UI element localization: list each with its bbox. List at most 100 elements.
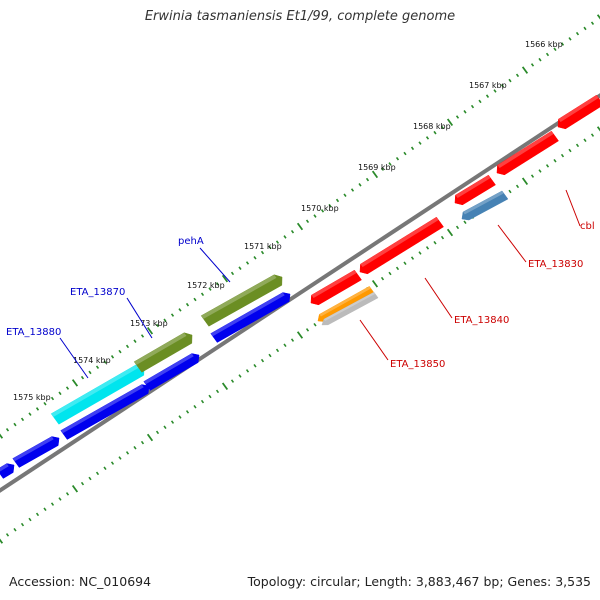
ruler-tick	[380, 167, 385, 171]
backbone-line	[0, 93, 600, 493]
gene-arrow[interactable]	[496, 130, 559, 176]
ruler-tick	[110, 461, 115, 465]
gene-arrow[interactable]	[133, 332, 193, 373]
ruler-tick	[133, 339, 137, 343]
ruler-tick	[508, 78, 512, 83]
ruler-tick	[88, 476, 92, 481]
ruler-tick	[110, 355, 115, 359]
ruler-tick	[185, 302, 190, 307]
ruler-tick	[50, 502, 55, 506]
ruler-tick	[221, 382, 229, 391]
ruler-tick	[193, 404, 197, 409]
ruler-tick	[553, 47, 557, 52]
gene-arrow[interactable]	[557, 94, 600, 130]
ruler-tick	[43, 401, 47, 406]
ruler-tick	[146, 433, 154, 442]
gene-arrow[interactable]	[12, 436, 60, 468]
ruler-tick	[440, 125, 445, 130]
tick-label: 1572 kbp	[187, 281, 225, 290]
ruler-tick	[350, 188, 355, 192]
ruler-tick	[80, 375, 85, 380]
gene-arrow-highlight	[319, 286, 371, 317]
ruler-tick	[313, 322, 317, 327]
gene-label[interactable]: ETA_13880	[6, 327, 61, 338]
ruler-tick	[433, 130, 437, 135]
gene-arrow-highlight	[323, 292, 376, 321]
gene-arrow[interactable]	[359, 216, 444, 275]
gene-arrow-highlight	[201, 274, 277, 319]
gene-label[interactable]: ETA_13830	[528, 259, 583, 270]
ruler-tick	[163, 318, 167, 323]
gene-label-leader	[359, 319, 389, 361]
ruler-tick	[388, 271, 392, 276]
ruler-tick	[440, 235, 445, 240]
ruler-tick	[545, 164, 550, 168]
gene-label[interactable]: pehA	[178, 236, 204, 247]
ruler-tick	[446, 228, 454, 237]
ruler-tick	[253, 363, 257, 368]
gene-arrow[interactable]	[310, 269, 362, 306]
inner-ruler	[0, 126, 600, 544]
ruler-tick	[313, 214, 317, 218]
genome-summary: Topology: circular; Length: 3,883,467 bp…	[247, 574, 591, 589]
ruler-tick	[0, 538, 4, 544]
gene-label[interactable]: ETA_13870	[70, 287, 125, 298]
ruler-tick	[335, 198, 340, 203]
ruler-tick	[20, 417, 25, 422]
gene-label[interactable]: ETA_13840	[454, 315, 509, 326]
ruler-tick	[0, 433, 4, 439]
ruler-tick	[245, 369, 250, 373]
ruler-tick	[58, 497, 62, 501]
ruler-tick	[478, 99, 482, 104]
ruler-tick	[508, 189, 512, 194]
ruler-tick	[275, 348, 280, 353]
ruler-tick	[410, 256, 415, 260]
ruler-tick	[215, 282, 220, 286]
gene-label[interactable]: cbl	[580, 221, 595, 232]
gene-arrow[interactable]	[461, 190, 509, 221]
gene-arrow[interactable]	[321, 291, 379, 326]
tick-label: 1570 kbp	[301, 204, 339, 213]
ruler-tick	[568, 37, 572, 41]
ruler-tick	[530, 63, 535, 67]
ruler-tick	[118, 349, 122, 354]
tick-label: 1575 kbp	[13, 393, 51, 402]
ruler-tick	[395, 156, 400, 161]
gene-arrow-highlight	[51, 364, 139, 417]
ruler-tick	[28, 517, 32, 522]
ruler-tick	[371, 170, 379, 179]
gene-label[interactable]: ETA_13850	[390, 359, 445, 370]
ruler-tick	[170, 313, 175, 317]
ruler-tick	[170, 420, 175, 424]
ruler-tick	[290, 338, 295, 342]
gene-arrow[interactable]	[0, 463, 15, 479]
gene-arrow-highlight	[143, 353, 194, 385]
gene-features[interactable]	[0, 94, 600, 479]
ruler-tick	[58, 391, 62, 396]
ruler-tick	[88, 370, 92, 375]
gene-arrow[interactable]	[210, 292, 291, 343]
ruler-tick	[521, 177, 529, 186]
ruler-tick	[185, 410, 190, 414]
ruler-tick	[296, 222, 304, 231]
gene-arrow-highlight	[455, 175, 491, 199]
ruler-tick	[43, 507, 47, 512]
gene-arrow[interactable]	[143, 353, 200, 391]
ruler-tick	[538, 57, 542, 62]
map-title: Erwinia tasmaniensis Et1/99, complete ge…	[144, 9, 456, 24]
ruler-tick	[268, 353, 272, 358]
ruler-tick	[221, 274, 229, 283]
ruler-tick	[590, 133, 595, 137]
gene-arrow[interactable]	[60, 384, 150, 440]
ruler-tick	[590, 21, 595, 25]
ruler-tick	[155, 323, 160, 328]
ruler-tick	[575, 143, 580, 148]
gene-arrow[interactable]	[200, 274, 283, 327]
gene-arrow[interactable]	[454, 174, 496, 206]
ruler-tick	[230, 271, 235, 276]
ruler-tick	[463, 110, 467, 114]
gene-label-leader	[59, 337, 89, 379]
ruler-tick	[133, 445, 137, 450]
ruler-tick	[200, 399, 205, 404]
